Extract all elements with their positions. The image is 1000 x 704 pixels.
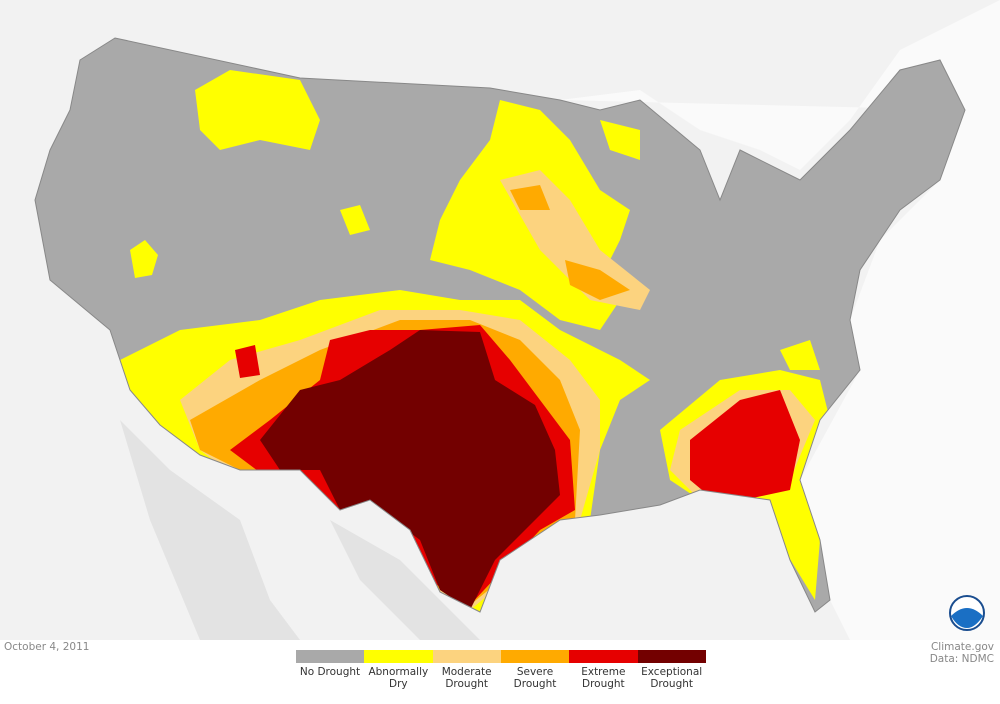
legend-label: Abnormally Dry (368, 666, 429, 690)
legend-label: Extreme Drought (581, 666, 626, 690)
legend-swatch (501, 650, 570, 663)
date: October 4, 2011 (4, 641, 90, 653)
legend-label: Moderate Drought (441, 666, 492, 690)
legend-swatch (296, 650, 365, 663)
legend-swatch (364, 650, 433, 663)
drought-map (0, 0, 1000, 640)
legend-swatch (432, 650, 501, 663)
ocean (560, 0, 1000, 640)
legend-label: Severe Drought (513, 666, 557, 690)
credit-site: Climate.gov (930, 641, 994, 653)
legend-label: Exceptional Drought (641, 666, 703, 690)
legend-label: No Drought (299, 666, 361, 678)
mexico (120, 420, 480, 640)
legend-swatch (637, 650, 706, 663)
credit-source: Data: NDMC (929, 653, 994, 665)
exceptional-drought-area (260, 330, 560, 610)
legend-swatch (569, 650, 638, 663)
noaa-logo (949, 595, 985, 631)
